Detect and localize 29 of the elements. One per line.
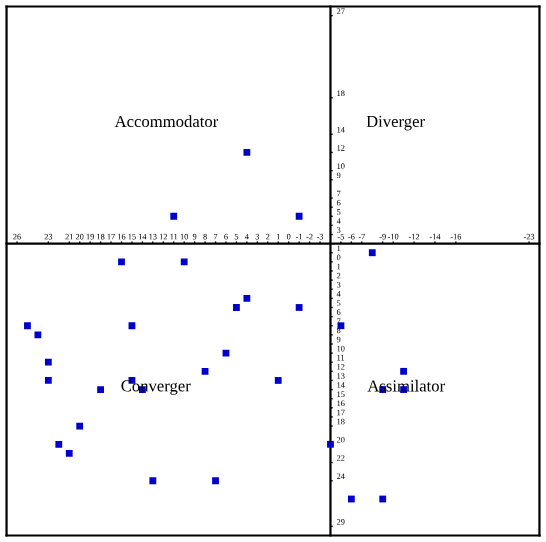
point bbox=[347, 495, 355, 503]
point bbox=[76, 422, 84, 430]
point bbox=[65, 450, 73, 457]
point bbox=[243, 294, 251, 302]
point bbox=[180, 258, 188, 266]
point bbox=[233, 304, 240, 311]
point bbox=[295, 304, 303, 311]
point bbox=[368, 249, 376, 257]
point bbox=[44, 377, 52, 384]
point bbox=[379, 495, 387, 503]
point bbox=[149, 477, 157, 485]
annotation: Accommodator bbox=[114, 115, 219, 128]
point bbox=[170, 212, 178, 220]
point bbox=[34, 331, 42, 339]
annotation: Diverger bbox=[366, 115, 425, 131]
point bbox=[128, 322, 136, 330]
point bbox=[212, 477, 219, 485]
annotation: Converger bbox=[121, 380, 191, 395]
point bbox=[274, 377, 282, 384]
point bbox=[400, 367, 408, 375]
point bbox=[243, 149, 251, 156]
point bbox=[55, 440, 63, 448]
point bbox=[24, 322, 31, 330]
annotation: Assimilator bbox=[367, 379, 445, 392]
point bbox=[118, 258, 125, 266]
point bbox=[295, 212, 303, 220]
point bbox=[44, 358, 52, 366]
point bbox=[97, 386, 104, 393]
point bbox=[201, 367, 209, 375]
